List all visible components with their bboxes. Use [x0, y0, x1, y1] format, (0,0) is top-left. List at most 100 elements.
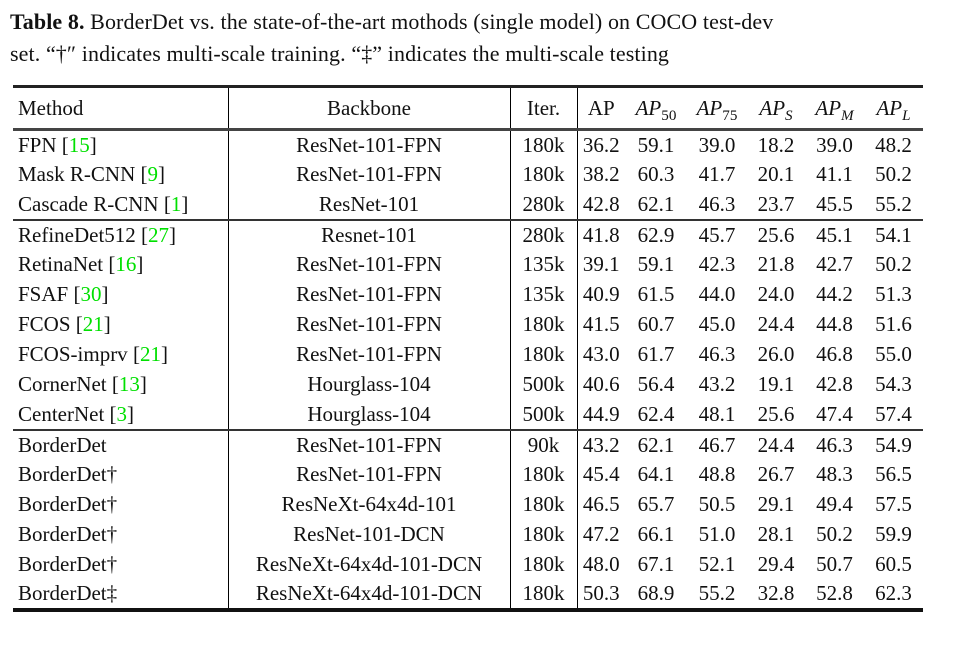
iter-cell: 280k: [510, 219, 578, 250]
metric-value-cell: 57.5: [875, 492, 912, 516]
method-cell: BorderDet†: [13, 519, 229, 550]
method-cell: BorderDet‡: [13, 579, 229, 610]
metric-value-cell: 43.0: [582, 342, 620, 366]
metric-value-cell: 50.2: [875, 162, 912, 186]
metric-subscript: 75: [722, 107, 738, 124]
header-ap-75: AP75: [687, 87, 747, 130]
results-table: Method Backbone Iter. AP AP50 AP75 APS APM AP…: [13, 85, 923, 612]
method-cell: Cascade R-CNN [1]: [13, 189, 229, 220]
metric-value-cell: 24.4: [757, 312, 795, 336]
metric-value-cell: 21.8: [757, 252, 795, 276]
table-row: Cascade R-CNN [1] ResNet-101 280k 42.8 62.1 4…: [13, 189, 923, 220]
caption-line-1: Table 8. BorderDet vs. the state-of-the-…: [10, 6, 947, 38]
iter-cell: 500k: [510, 369, 578, 400]
iter-cell: 180k: [510, 519, 578, 550]
metric-value-cell: 61.7: [637, 342, 675, 366]
metric-value-cell: 42.3: [698, 252, 736, 276]
method-cell: FPN [15]: [13, 129, 229, 160]
table-row: FCOS-imprv [21] ResNet-101-FPN 180k 43.0 61.…: [13, 339, 923, 370]
backbone-cell: ResNet-101-FPN: [228, 129, 511, 160]
metric-value-cell: 29.1: [757, 492, 795, 516]
metric-value-cell: 60.5: [875, 552, 912, 576]
table-row: FCOS [21] ResNet-101-FPN 180k 41.5 60.7 45.0 2…: [13, 309, 923, 340]
metric-value-cell: 29.4: [757, 552, 795, 576]
metric-value-cell: 40.9: [582, 282, 620, 306]
iter-cell: 180k: [510, 459, 578, 490]
metric-value-cell: 59.1: [637, 252, 675, 276]
table-row: Mask R-CNN [9] ResNet-101-FPN 180k 38.2 60.3…: [13, 159, 923, 190]
metric-value-cell: 60.3: [637, 162, 675, 186]
metric-value-cell: 59.9: [875, 522, 912, 546]
header-method: Method: [13, 86, 229, 130]
metric-value-cell: 26.7: [757, 462, 795, 486]
table-row: BorderDet† ResNet-101-FPN 180k 45.4 64.1 48.8…: [13, 459, 923, 490]
metric-value-cell: 62.4: [637, 401, 675, 426]
backbone-cell: Hourglass-104: [228, 399, 511, 430]
backbone-cell: ResNet-101-FPN: [228, 459, 511, 490]
backbone-cell: ResNet-101-FPN: [228, 249, 511, 280]
metric-label: AP: [696, 95, 723, 120]
metric-value-cell: 45.1: [816, 222, 853, 247]
header-ap-50: AP50: [625, 87, 687, 130]
backbone-cell: ResNet-101-FPN: [228, 309, 511, 340]
metric-value-cell: 48.8: [698, 462, 736, 486]
method-cell: FCOS [21]: [13, 309, 229, 340]
metric-value-cell: 59.1: [637, 132, 675, 157]
metric-subscript: L: [902, 107, 911, 124]
backbone-cell: ResNeXt-64x4d-101: [228, 489, 511, 520]
metric-value-cell: 25.6: [757, 222, 795, 247]
metric-value-cell: 24.4: [757, 432, 795, 457]
metric-value-cell: 23.7: [757, 191, 795, 216]
metric-value-cell: 25.6: [757, 401, 795, 426]
metric-value-cell: 56.5: [875, 462, 912, 486]
metric-value-cell: 48.2: [875, 132, 912, 157]
metric-value-cell: 46.7: [698, 432, 736, 457]
citation-number: 27: [148, 222, 170, 247]
metric-value-cell: 50.7: [816, 552, 853, 576]
header-ap-l: APL: [864, 87, 923, 130]
metric-value-cell: 48.1: [698, 401, 736, 426]
iter-cell: 135k: [510, 279, 578, 310]
backbone-cell: Hourglass-104: [228, 369, 511, 400]
caption-label: Table 8.: [10, 9, 85, 34]
method-cell: CornerNet [13]: [13, 369, 229, 400]
metric-value-cell: 50.3: [582, 581, 620, 605]
method-cell: BorderDet†: [13, 549, 229, 580]
caption-text: BorderDet vs. the state-of-the-art motho…: [84, 9, 774, 34]
metric-value-cell: 51.3: [875, 282, 912, 306]
metric-value-cell: 62.1: [637, 432, 675, 457]
metric-value-cell: 67.1: [637, 552, 675, 576]
metric-value-cell: 36.2: [582, 132, 620, 157]
metric-value-cell: 47.4: [816, 401, 853, 426]
metric-value-cell: 55.2: [698, 581, 736, 605]
metric-value-cell: 48.0: [582, 552, 620, 576]
iter-cell: 180k: [510, 489, 578, 520]
metric-value-cell: 46.3: [816, 432, 853, 457]
metric-value-cell: 45.4: [582, 462, 620, 486]
backbone-cell: ResNeXt-64x4d-101-DCN: [228, 579, 511, 610]
metric-label: AP: [759, 95, 786, 120]
backbone-cell: ResNet-101: [228, 189, 511, 220]
metric-value-cell: 42.7: [816, 252, 853, 276]
metric-value-cell: 44.9: [582, 401, 620, 426]
iter-cell: 135k: [510, 249, 578, 280]
metric-value-cell: 50.5: [698, 492, 736, 516]
citation-number: 21: [139, 342, 161, 366]
metric-value-cell: 39.1: [582, 252, 620, 276]
metric-value-cell: 50.2: [816, 522, 853, 546]
table-caption: Table 8. BorderDet vs. the state-of-the-…: [10, 6, 947, 70]
metric-value-cell: 62.3: [875, 581, 912, 605]
metric-value-cell: 46.5: [582, 492, 620, 516]
metric-value-cell: 55.2: [875, 191, 912, 216]
metric-value-cell: 45.7: [698, 222, 736, 247]
metric-value-cell: 42.8: [816, 372, 853, 396]
metric-subscript: S: [785, 107, 793, 124]
metric-value-cell: 45.5: [816, 191, 853, 216]
citation-number: 30: [80, 282, 102, 306]
metric-value-cell: 54.1: [875, 222, 912, 247]
table-row: BorderDet† ResNeXt-64x4d-101 180k 46.5 65.7 5…: [13, 489, 923, 520]
iter-cell: 180k: [510, 129, 578, 160]
table-row: CornerNet [13] Hourglass-104 500k 40.6 56.4 4…: [13, 369, 923, 400]
metric-value-cell: 26.0: [757, 342, 795, 366]
metric-value-cell: 54.3: [875, 372, 912, 396]
